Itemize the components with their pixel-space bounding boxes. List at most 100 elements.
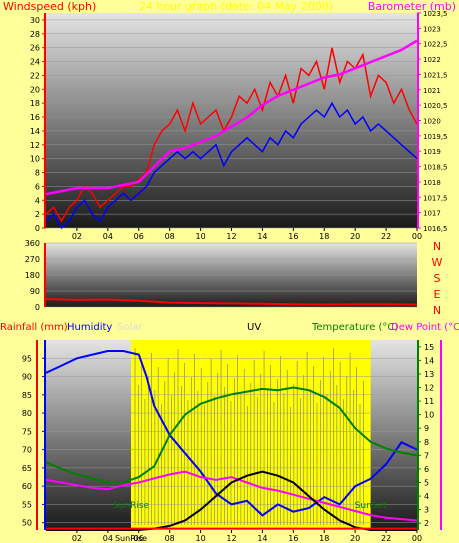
- left-tick-label: 60: [22, 482, 32, 491]
- right-tick-label: 1020: [423, 118, 441, 126]
- right-tick-label: 1020,5: [423, 102, 448, 110]
- right-tick-label: 14: [424, 356, 434, 365]
- right-tick-label: 1018,5: [423, 164, 448, 172]
- left-tick-label: 12: [30, 141, 40, 150]
- x-tick-label: 06: [134, 232, 144, 241]
- left-tick-label: 28: [30, 30, 40, 39]
- direction-tick-label: 270: [25, 255, 40, 264]
- series-line-1: [45, 101, 418, 230]
- left-tick-label: 0: [35, 224, 40, 233]
- left-tick-label: 10: [30, 155, 40, 164]
- left-tick-label: 20: [30, 85, 40, 94]
- x-tick-label: 02: [72, 232, 82, 241]
- right-tick-label: 15: [424, 343, 434, 352]
- right-tick-label: 11: [424, 397, 434, 406]
- left-tick-label: 70: [22, 446, 32, 455]
- x-tick-label: 00: [412, 232, 422, 241]
- right-tick-label: 1021: [423, 87, 441, 95]
- left-tick-label: 16: [30, 113, 40, 122]
- x-tick-label: 10: [195, 534, 205, 543]
- sunrise-axis-label: SunRise: [115, 534, 147, 543]
- right-tick-label: 1021,5: [423, 71, 448, 79]
- right-tick-label: 3: [424, 506, 429, 515]
- x-tick-label: 00: [412, 534, 422, 543]
- series-line-2: [45, 39, 418, 196]
- left-tick-label: 55: [22, 500, 32, 509]
- right-tick-label: 10: [424, 411, 434, 420]
- direction-tick-label: 180: [25, 271, 40, 280]
- x-tick-label: 22: [381, 534, 391, 543]
- left-tick-label: 75: [22, 427, 32, 436]
- x-tick-label: 14: [257, 534, 267, 543]
- left-tick-label: 50: [22, 519, 32, 528]
- right-tick-label: 1019,5: [423, 133, 448, 141]
- compass-label: N: [433, 304, 441, 317]
- compass-label: N: [433, 240, 441, 253]
- compass-label: W: [432, 256, 443, 269]
- right-tick-label: 2: [424, 519, 429, 528]
- left-tick-label: 4: [35, 196, 40, 205]
- x-tick-label: 10: [195, 232, 205, 241]
- right-tick-label: 5: [424, 479, 429, 488]
- left-tick-label: 65: [22, 464, 32, 473]
- series-humidity: [45, 350, 418, 517]
- x-tick-label: 12: [226, 534, 236, 543]
- wind-direction-line: [45, 298, 418, 306]
- legend-label: Solar: [117, 322, 143, 333]
- right-tick-label: 1022: [423, 56, 441, 64]
- left-tick-label: 18: [30, 99, 40, 108]
- compass-label: S: [434, 272, 441, 285]
- left-tick-label: 95: [22, 354, 32, 363]
- direction-tick-label: 0: [35, 303, 40, 312]
- x-tick-label: 16: [288, 534, 298, 543]
- left-tick-label: 6: [35, 182, 40, 191]
- series-temperature-c-: [45, 386, 418, 484]
- windspeed-title: Windspeed (kph): [3, 0, 96, 13]
- x-tick-label: 22: [381, 232, 391, 241]
- x-tick-label: 18: [319, 232, 329, 241]
- left-tick-label: 26: [30, 44, 40, 53]
- x-tick-label: 08: [165, 232, 175, 241]
- left-tick-label: 85: [22, 391, 32, 400]
- right-tick-label: 6: [424, 465, 429, 474]
- right-tick-label: 9: [424, 424, 429, 433]
- left-tick-label: 30: [30, 16, 40, 25]
- direction-tick-label: 360: [25, 239, 40, 248]
- left-tick-label: 8: [35, 169, 40, 178]
- right-tick-label: 1023,5: [423, 10, 448, 18]
- x-tick-label: 12: [226, 232, 236, 241]
- left-tick-label: 2: [35, 210, 40, 219]
- right-tick-label: 1017: [423, 210, 441, 218]
- left-tick-label: 90: [22, 373, 32, 382]
- x-tick-label: 04: [103, 534, 113, 543]
- right-tick-label: 1016,5: [423, 225, 448, 233]
- x-tick-label: 02: [72, 534, 82, 543]
- barometer-title: Barometer (mb): [368, 0, 456, 13]
- right-tick-label: 13: [424, 370, 434, 379]
- legend-label: Rainfall (mm): [0, 322, 68, 333]
- right-tick-label: 8: [424, 438, 429, 447]
- sunrise-label: SunRise: [113, 501, 150, 511]
- plot1-background: [46, 13, 417, 228]
- x-tick-label: 14: [257, 232, 267, 241]
- direction-tick-label: 90: [30, 287, 40, 296]
- legend-label: UV: [247, 322, 261, 333]
- left-tick-label: 22: [30, 71, 40, 80]
- legend-label: Humidity: [67, 322, 112, 333]
- right-tick-label: 12: [424, 384, 434, 393]
- legend-label: Temperature (°C): [311, 322, 398, 333]
- left-tick-label: 80: [22, 409, 32, 418]
- rain-humidity-temp-panel: 50 55 60 65 70 75 80 85 90 95 2 3 4 5 6 7 8 9 10 11 12 13 14 1…: [0, 322, 459, 543]
- series-dew-point-c-: [45, 470, 418, 522]
- left-tick-label: 24: [30, 58, 40, 67]
- right-tick-label: 7: [424, 451, 429, 460]
- x-tick-label: 18: [319, 534, 329, 543]
- right-tick-label: 4: [424, 492, 429, 501]
- right-tick-label: 1022,5: [423, 41, 448, 49]
- compass-label: E: [434, 288, 441, 301]
- x-tick-label: 20: [350, 534, 360, 543]
- x-tick-label: 20: [350, 232, 360, 241]
